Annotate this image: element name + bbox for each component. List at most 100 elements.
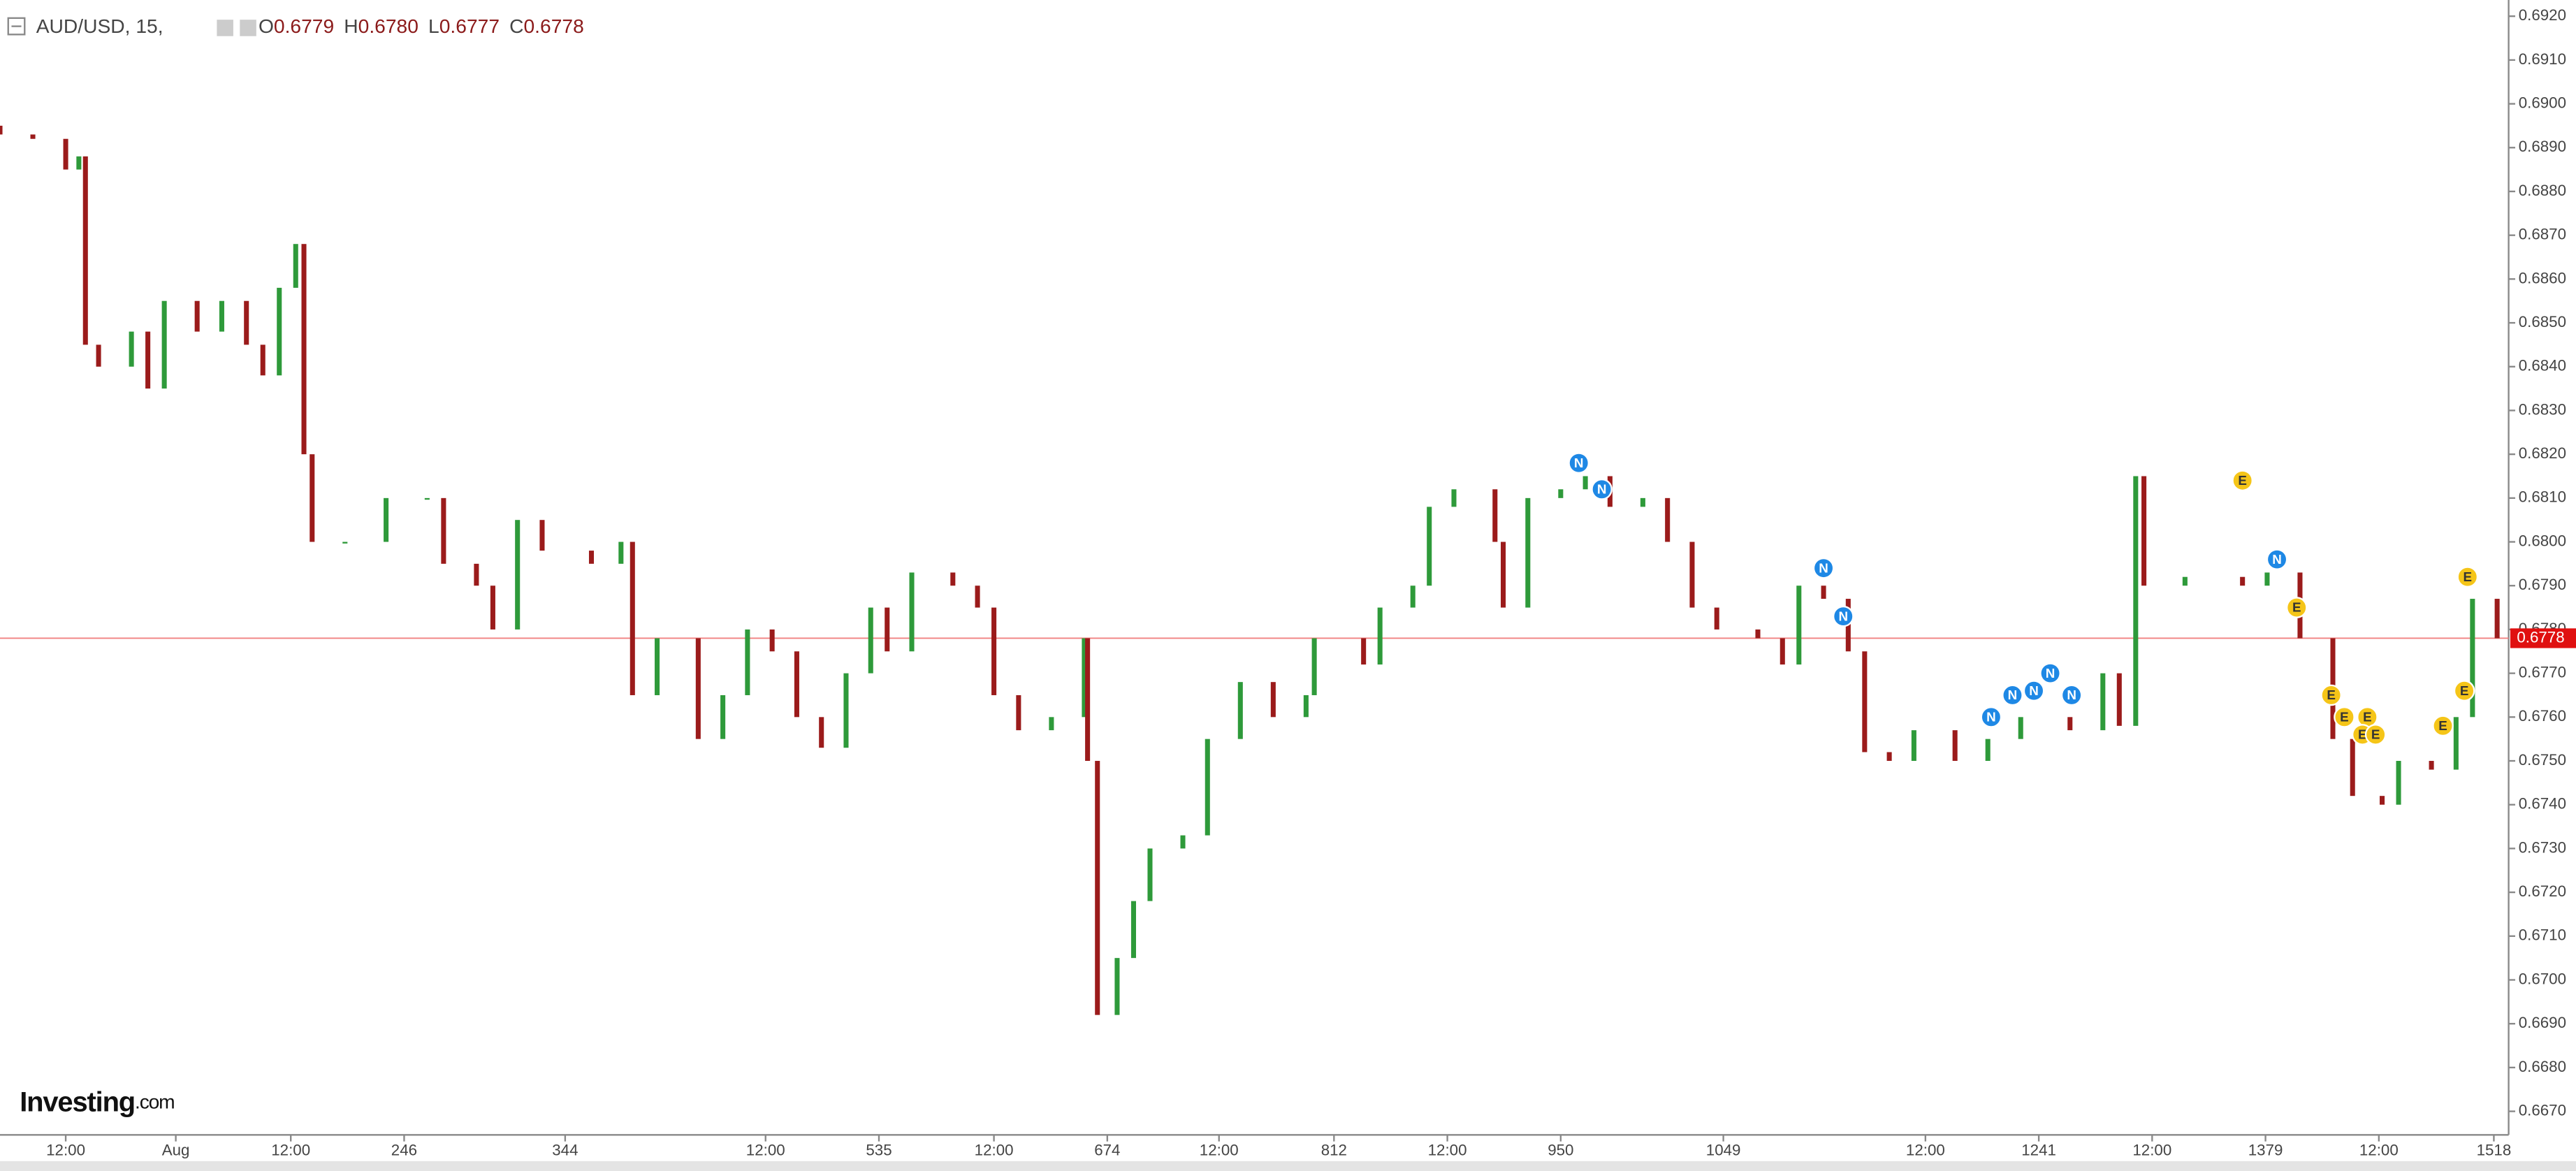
event-marker — [2457, 566, 2479, 588]
y-tick-label: 0.6790 — [2519, 576, 2566, 593]
candle-body — [1016, 694, 1021, 731]
event-marker — [2364, 724, 2387, 745]
y-tick-label: 0.6730 — [2519, 838, 2566, 856]
candle-body — [1270, 682, 1276, 718]
candle-body — [1451, 489, 1457, 507]
event-label[interactable]: N — [2046, 666, 2055, 681]
y-tick-label: 0.6680 — [2519, 1058, 2566, 1075]
candle-body — [1501, 541, 1506, 608]
candle-body — [490, 586, 495, 630]
settings-icon[interactable] — [240, 20, 256, 36]
event-label[interactable]: E — [2292, 600, 2301, 615]
candle-body — [1558, 489, 1564, 498]
candle-body — [342, 541, 348, 544]
candle-body — [1862, 651, 1868, 752]
candle-body — [885, 607, 890, 652]
x-tick-label: 1379 — [2248, 1142, 2283, 1159]
y-tick-label: 0.6770 — [2519, 664, 2566, 681]
event-marker — [2232, 470, 2253, 492]
event-label[interactable]: N — [2029, 683, 2039, 698]
x-tick-label: 12:00 — [975, 1142, 1014, 1159]
event-marker — [2334, 706, 2355, 728]
candle-body — [1821, 586, 1826, 599]
event-label[interactable]: E — [2358, 727, 2367, 742]
candle-body — [2067, 717, 2073, 731]
candle-body — [1049, 717, 1054, 731]
event-marker — [2060, 684, 2083, 706]
event-label[interactable]: N — [2067, 688, 2076, 702]
event-label[interactable]: N — [1574, 456, 1584, 470]
event-label[interactable]: E — [2371, 727, 2380, 742]
ohlc-key: L — [428, 15, 439, 37]
x-tick-label: 12:00 — [271, 1142, 310, 1159]
candle-body — [1886, 752, 1892, 762]
candle-body — [769, 629, 775, 652]
candle-body — [975, 586, 980, 608]
candle-body — [1952, 730, 1958, 762]
candle-body — [2380, 796, 2385, 805]
x-tick-label: 12:00 — [1906, 1142, 1945, 1159]
bottom-bar — [0, 1161, 2576, 1171]
candle-body — [2240, 576, 2246, 586]
candle-body — [2133, 476, 2139, 726]
x-tick-label: 12:00 — [746, 1142, 785, 1159]
candle-body — [2453, 717, 2459, 770]
event-label[interactable]: E — [2460, 683, 2469, 698]
y-tick-label: 0.6820 — [2519, 444, 2566, 462]
event-label[interactable]: N — [2008, 688, 2018, 702]
y-tick-label: 0.6720 — [2519, 882, 2566, 900]
candle-body — [161, 300, 167, 389]
event-label[interactable]: E — [2363, 709, 2372, 724]
candle-body — [1147, 848, 1153, 901]
y-tick-label: 0.6800 — [2519, 532, 2566, 549]
candle-body — [1714, 607, 1719, 630]
settings-icon[interactable] — [217, 20, 233, 36]
candle-body — [96, 344, 101, 367]
event-label[interactable]: E — [2464, 569, 2473, 584]
candle-body — [1237, 682, 1243, 739]
event-label[interactable]: N — [1819, 560, 1828, 575]
candle-body — [277, 287, 282, 376]
event-label[interactable]: N — [2272, 552, 2282, 567]
ohlc-key: H — [344, 15, 358, 37]
candle-body — [1689, 541, 1695, 608]
candle-body — [2141, 476, 2147, 586]
candle-body — [145, 331, 151, 389]
event-marker — [1591, 479, 1613, 500]
event-marker — [2432, 715, 2454, 737]
y-tick-label: 0.6830 — [2519, 400, 2566, 418]
y-tick-label: 0.6900 — [2519, 94, 2566, 111]
x-tick-label: 246 — [391, 1142, 417, 1159]
y-tick-label: 0.6870 — [2519, 226, 2566, 243]
candle-body — [2100, 673, 2106, 731]
candle-body — [1205, 739, 1210, 836]
candle-body — [1582, 476, 1588, 490]
y-tick-label: 0.6760 — [2519, 707, 2566, 725]
event-label[interactable]: E — [2340, 709, 2349, 724]
event-label[interactable]: E — [2327, 688, 2336, 702]
ohlc-value: 0.6780 — [358, 15, 419, 37]
event-label[interactable]: E — [2238, 473, 2247, 488]
ohlc-value: 0.6777 — [439, 15, 500, 37]
candle-body — [950, 572, 956, 586]
candle-body — [82, 156, 88, 345]
candle-body — [30, 134, 36, 139]
candle-body — [1130, 901, 1136, 959]
candle-body — [2116, 673, 2122, 726]
last-price-box — [2510, 628, 2576, 648]
event-label[interactable]: N — [1838, 609, 1848, 623]
candle-body — [991, 607, 997, 695]
candle-body — [655, 638, 660, 695]
event-label[interactable]: N — [1597, 481, 1607, 496]
candle-body — [843, 673, 849, 748]
x-tick-label: 1518 — [2477, 1142, 2512, 1159]
candle-body — [301, 244, 307, 455]
collapse-icon[interactable] — [7, 17, 26, 36]
candle-body — [1755, 629, 1761, 639]
event-label[interactable]: N — [1986, 709, 1996, 724]
candle-body — [539, 520, 545, 551]
y-tick-label: 0.6690 — [2519, 1014, 2566, 1031]
event-label[interactable]: E — [2438, 718, 2447, 733]
y-tick-label: 0.6670 — [2519, 1101, 2566, 1119]
